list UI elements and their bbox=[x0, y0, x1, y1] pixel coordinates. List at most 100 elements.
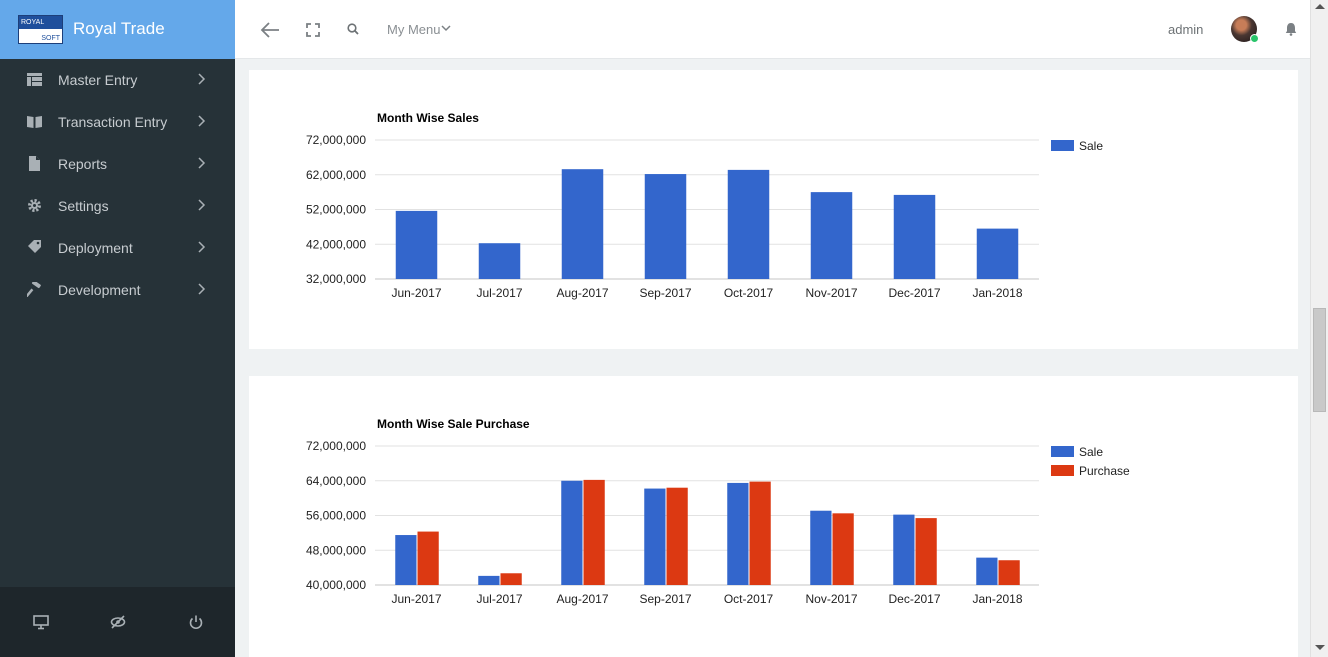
x-tick-label: Jul-2017 bbox=[476, 592, 522, 606]
x-tick-label: Aug-2017 bbox=[556, 592, 608, 606]
sidebar-item-deployment[interactable]: Deployment bbox=[0, 227, 235, 269]
sidebar-item-label: Transaction Entry bbox=[58, 114, 168, 130]
user-name[interactable]: admin bbox=[1168, 22, 1204, 37]
x-tick-label: Oct-2017 bbox=[724, 592, 774, 606]
x-tick-label: Sep-2017 bbox=[639, 286, 691, 300]
sidebar-item-label: Settings bbox=[58, 198, 109, 214]
bar-sale bbox=[644, 174, 687, 279]
sale-purchase-chart-card: Month Wise Sale Purchase 40,000,000 48,000… bbox=[249, 376, 1298, 657]
legend-swatch-sale bbox=[1051, 446, 1074, 457]
bar-purchase bbox=[500, 573, 522, 585]
monitor-icon[interactable] bbox=[33, 614, 49, 630]
sidebar-item-reports[interactable]: Reports bbox=[0, 143, 235, 185]
bar-purchase bbox=[832, 513, 854, 585]
sidebar-nav: Master Entry Transaction Entry Reports S… bbox=[0, 59, 235, 311]
bar-sale bbox=[395, 535, 417, 585]
chevron-right-icon bbox=[198, 283, 206, 295]
bar-sale bbox=[727, 169, 770, 279]
legend-label: Sale bbox=[1079, 445, 1103, 459]
gear-icon bbox=[28, 199, 41, 212]
legend-label: Sale bbox=[1079, 139, 1103, 153]
sidebar-item-label: Master Entry bbox=[58, 72, 138, 88]
bar-sale bbox=[810, 192, 853, 279]
bell-icon[interactable] bbox=[1285, 22, 1297, 36]
bar-sale bbox=[478, 575, 500, 585]
sidebar-item-label: Deployment bbox=[58, 240, 133, 256]
x-tick-label: Jul-2017 bbox=[476, 286, 522, 300]
bar-sale bbox=[561, 480, 583, 585]
chevron-down-icon[interactable] bbox=[441, 24, 451, 32]
x-tick-label: Sep-2017 bbox=[639, 592, 691, 606]
bar-purchase bbox=[915, 518, 937, 585]
company-logo: ROYAL SOFT bbox=[18, 15, 63, 44]
chart-title: Month Wise Sales bbox=[377, 111, 479, 125]
month-wise-sale-purchase-chart: Month Wise Sale Purchase 40,000,000 48,000… bbox=[306, 417, 1130, 606]
x-tick-label: Oct-2017 bbox=[724, 286, 774, 300]
y-tick-label: 72,000,000 bbox=[306, 439, 366, 453]
bar-purchase bbox=[749, 481, 771, 585]
y-tick-label: 62,000,000 bbox=[306, 168, 366, 182]
bar-sale bbox=[893, 194, 936, 279]
bar-sale bbox=[644, 488, 666, 585]
chevron-right-icon bbox=[198, 241, 206, 253]
legend-swatch-sale bbox=[1051, 140, 1074, 151]
my-menu-button[interactable]: My Menu bbox=[387, 22, 441, 37]
sidebar-item-label: Development bbox=[58, 282, 141, 298]
sidebar-item-development[interactable]: Development bbox=[0, 269, 235, 311]
chevron-right-icon bbox=[198, 199, 206, 211]
sidebar-item-settings[interactable]: Settings bbox=[0, 185, 235, 227]
sidebar-item-master-entry[interactable]: Master Entry bbox=[0, 59, 235, 101]
y-tick-label: 52,000,000 bbox=[306, 203, 366, 217]
eye-off-icon[interactable] bbox=[110, 614, 126, 630]
bar-purchase bbox=[666, 487, 688, 585]
y-tick-label: 48,000,000 bbox=[306, 543, 366, 557]
book-icon bbox=[27, 116, 42, 128]
y-tick-label: 40,000,000 bbox=[306, 578, 366, 592]
back-arrow-icon[interactable] bbox=[260, 21, 280, 39]
x-tick-label: Jan-2018 bbox=[972, 286, 1022, 300]
search-icon[interactable] bbox=[347, 23, 359, 35]
sidebar-footer bbox=[0, 587, 235, 657]
scroll-down-arrow-icon[interactable] bbox=[1315, 645, 1325, 650]
online-status-dot bbox=[1250, 34, 1259, 43]
month-wise-sales-chart: Month Wise Sales 32,000,000 42,000,000 52,0… bbox=[306, 111, 1103, 300]
bar-purchase bbox=[417, 531, 439, 585]
app-name: Royal Trade bbox=[73, 19, 165, 38]
x-tick-label: Dec-2017 bbox=[888, 286, 940, 300]
logo-bottom-text: SOFT bbox=[41, 35, 60, 42]
y-tick-label: 42,000,000 bbox=[306, 237, 366, 251]
chevron-right-icon bbox=[198, 73, 206, 85]
bar-sale bbox=[976, 228, 1019, 279]
x-tick-label: Nov-2017 bbox=[805, 286, 857, 300]
x-tick-label: Jan-2018 bbox=[972, 592, 1022, 606]
legend-label: Purchase bbox=[1079, 464, 1130, 478]
sidebar-item-transaction-entry[interactable]: Transaction Entry bbox=[0, 101, 235, 143]
page-scrollbar[interactable] bbox=[1310, 0, 1328, 657]
chart-title: Month Wise Sale Purchase bbox=[377, 417, 530, 431]
chevron-right-icon bbox=[198, 115, 206, 127]
bar-purchase bbox=[583, 479, 605, 585]
bar-purchase bbox=[998, 560, 1020, 585]
fullscreen-icon[interactable] bbox=[306, 23, 320, 37]
x-tick-label: Nov-2017 bbox=[805, 592, 857, 606]
y-tick-label: 64,000,000 bbox=[306, 474, 366, 488]
power-icon[interactable] bbox=[188, 614, 204, 630]
x-tick-label: Jun-2017 bbox=[391, 286, 441, 300]
scroll-up-arrow-icon[interactable] bbox=[1315, 4, 1325, 9]
x-tick-label: Aug-2017 bbox=[556, 286, 608, 300]
table-icon bbox=[27, 73, 42, 86]
scroll-thumb[interactable] bbox=[1313, 308, 1326, 412]
logo-top-text: ROYAL bbox=[19, 16, 62, 29]
file-icon bbox=[29, 156, 40, 171]
top-bar: My Menu admin bbox=[235, 0, 1310, 59]
x-tick-label: Dec-2017 bbox=[888, 592, 940, 606]
bar-sale bbox=[976, 557, 998, 585]
legend-swatch-purchase bbox=[1051, 465, 1074, 476]
tag-icon bbox=[28, 240, 41, 253]
y-tick-label: 56,000,000 bbox=[306, 509, 366, 523]
bar-sale bbox=[727, 482, 749, 585]
hammer-icon bbox=[27, 282, 41, 297]
brand-header[interactable]: ROYAL SOFT Royal Trade bbox=[0, 0, 235, 59]
chevron-right-icon bbox=[198, 157, 206, 169]
bar-sale bbox=[395, 210, 438, 279]
